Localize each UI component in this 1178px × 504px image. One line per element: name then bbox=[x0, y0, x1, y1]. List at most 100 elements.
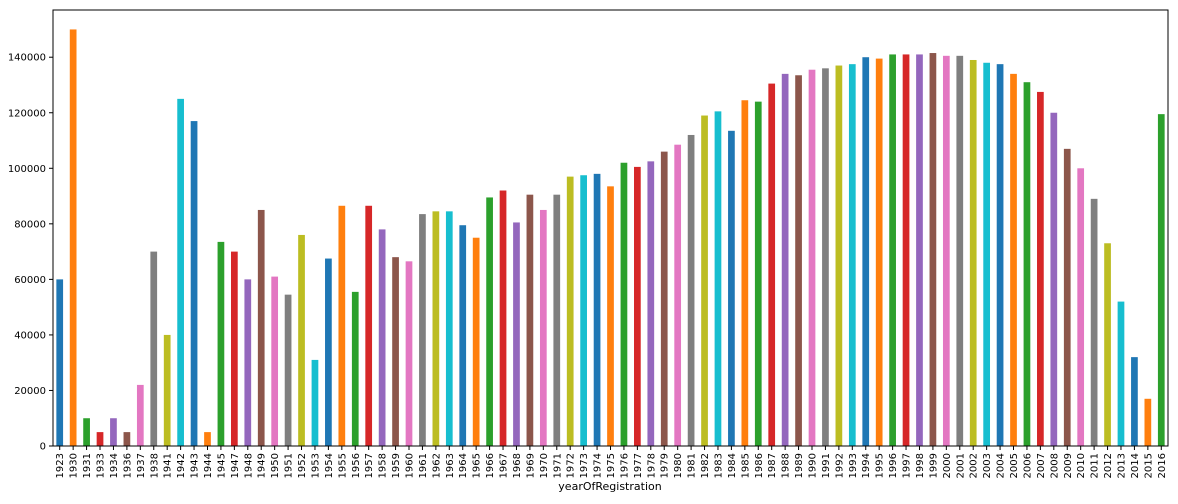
bar-1994 bbox=[862, 57, 870, 447]
bar-1956 bbox=[351, 291, 359, 446]
bar-1950 bbox=[271, 276, 279, 446]
bar-1993 bbox=[848, 64, 856, 447]
bar-1933 bbox=[96, 432, 104, 446]
x-tick-label-2005: 2005 bbox=[1009, 453, 1020, 478]
bar-1970 bbox=[539, 209, 547, 446]
bar-1992 bbox=[835, 65, 843, 446]
bar-1964 bbox=[459, 225, 467, 446]
bar-1982 bbox=[701, 115, 708, 446]
x-tick-label-1974: 1974 bbox=[593, 453, 604, 478]
y-axis: 0 20000 40000 60000 80000 100000 120000 140000 bbox=[8, 53, 53, 453]
bar-2008 bbox=[1050, 112, 1058, 446]
x-tick-label-1947: 1947 bbox=[230, 453, 241, 478]
bar-1945 bbox=[217, 241, 225, 446]
bar-1977 bbox=[634, 166, 641, 446]
x-tick-label-2000: 2000 bbox=[942, 453, 953, 478]
bar-1962 bbox=[432, 211, 440, 446]
bar-1990 bbox=[808, 69, 816, 447]
x-tick-label-1994: 1994 bbox=[861, 453, 872, 478]
bar-1936 bbox=[123, 432, 131, 446]
x-tick-label-1984: 1984 bbox=[727, 453, 738, 478]
bar-1973 bbox=[580, 175, 587, 447]
x-tick-label-1950: 1950 bbox=[270, 453, 281, 478]
x-tick-label-1964: 1964 bbox=[458, 453, 469, 478]
x-tick-label-1968: 1968 bbox=[512, 453, 523, 478]
bar-1980 bbox=[674, 144, 682, 446]
x-tick-label-1982: 1982 bbox=[700, 453, 711, 478]
x-tick-label-1938: 1938 bbox=[149, 453, 160, 478]
x-tick-label-1970: 1970 bbox=[539, 453, 550, 478]
bar-2004 bbox=[996, 64, 1004, 447]
x-tick-label-1971: 1971 bbox=[552, 453, 563, 478]
x-tick-label-1930: 1930 bbox=[69, 453, 80, 478]
x-tick-label-1963: 1963 bbox=[445, 453, 456, 478]
bar-2000 bbox=[942, 55, 950, 446]
bar-1951 bbox=[284, 294, 292, 446]
x-tick-label-1933: 1933 bbox=[96, 453, 107, 478]
bar-2015 bbox=[1144, 398, 1152, 446]
x-tick-label-2006: 2006 bbox=[1022, 453, 1033, 478]
bar-2013 bbox=[1117, 301, 1125, 446]
x-tick-label-1987: 1987 bbox=[767, 453, 778, 478]
x-tick-label-1954: 1954 bbox=[324, 453, 335, 478]
x-tick-label-1949: 1949 bbox=[257, 453, 268, 478]
x-tick-label-1965: 1965 bbox=[472, 453, 483, 478]
bars-group bbox=[56, 29, 1165, 447]
x-tick-label-1943: 1943 bbox=[190, 453, 201, 478]
x-tick-label-1937: 1937 bbox=[136, 453, 147, 478]
x-axis-label: yearOfRegistration bbox=[558, 480, 661, 493]
bar-1937 bbox=[136, 384, 144, 446]
bar-2014 bbox=[1131, 357, 1138, 446]
x-tick-label-1976: 1976 bbox=[619, 453, 630, 478]
x-tick-label-1992: 1992 bbox=[834, 453, 845, 478]
bar-1985 bbox=[741, 100, 749, 446]
y-tick-label-80000: 80000 bbox=[14, 219, 46, 230]
x-tick-label-1969: 1969 bbox=[525, 453, 536, 478]
x-tick-label-1999: 1999 bbox=[928, 453, 939, 478]
bar-1963 bbox=[445, 211, 453, 446]
bar-1952 bbox=[298, 234, 305, 446]
x-tick-label-1991: 1991 bbox=[821, 453, 832, 478]
bar-1947 bbox=[231, 251, 238, 446]
x-tick-label-2001: 2001 bbox=[955, 453, 966, 478]
bar-1989 bbox=[795, 75, 802, 446]
bar-1966 bbox=[486, 197, 493, 446]
x-tick-label-1923: 1923 bbox=[55, 453, 66, 478]
bar-1965 bbox=[472, 237, 480, 446]
bar-2005 bbox=[1010, 73, 1017, 447]
bar-1931 bbox=[83, 418, 90, 446]
bar-1968 bbox=[513, 222, 520, 446]
y-tick-label-0: 0 bbox=[40, 442, 46, 453]
bar-1979 bbox=[660, 151, 668, 446]
plot-frame bbox=[52, 9, 1169, 447]
bar-1997 bbox=[902, 54, 910, 447]
y-tick-label-60000: 60000 bbox=[14, 275, 46, 286]
x-tick-label-1975: 1975 bbox=[606, 453, 617, 478]
bar-1988 bbox=[781, 73, 789, 447]
bar-2016 bbox=[1157, 114, 1165, 446]
bar-1958 bbox=[378, 229, 386, 446]
y-tick-label-40000: 40000 bbox=[14, 330, 46, 341]
x-tick-label-1997: 1997 bbox=[902, 453, 913, 478]
x-tick-label-1990: 1990 bbox=[808, 453, 819, 478]
y-tick-label-120000: 120000 bbox=[8, 108, 46, 119]
bar-1948 bbox=[244, 279, 252, 446]
x-tick-label-1948: 1948 bbox=[243, 453, 254, 478]
bar-2010 bbox=[1077, 168, 1085, 447]
x-tick-label-1998: 1998 bbox=[915, 453, 926, 478]
x-tick-label-1977: 1977 bbox=[633, 453, 644, 478]
x-tick-label-2003: 2003 bbox=[982, 453, 993, 478]
x-tick-label-1966: 1966 bbox=[485, 453, 496, 478]
bar-1967 bbox=[499, 190, 507, 446]
x-tick-label-1941: 1941 bbox=[163, 453, 174, 478]
x-axis: 1923 1930 1931 1933 1934 1936 1937 1938 1941 1942… bbox=[55, 446, 1168, 478]
x-tick-label-1944: 1944 bbox=[203, 453, 214, 478]
y-tick-label-20000: 20000 bbox=[14, 386, 46, 397]
bar-1995 bbox=[875, 58, 883, 446]
x-tick-label-1960: 1960 bbox=[404, 453, 415, 478]
bar-1984 bbox=[728, 130, 735, 447]
x-tick-label-1980: 1980 bbox=[673, 453, 684, 478]
bar-2003 bbox=[983, 62, 991, 446]
x-tick-label-1973: 1973 bbox=[579, 453, 590, 478]
